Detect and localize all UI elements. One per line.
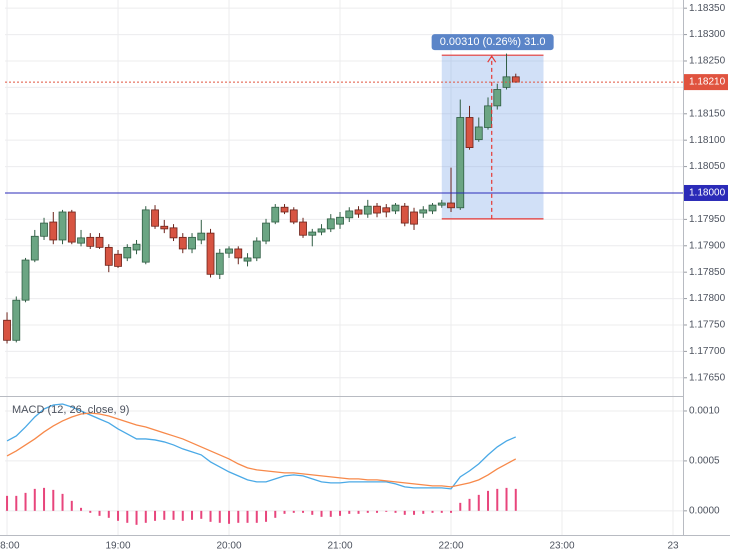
candle-body [326,218,335,230]
measure-label: 0.00310 (0.26%) 31.0 [440,36,546,48]
x-tick-label: 23:00 [549,541,574,552]
candle-body [197,232,206,241]
y-tick-label: 1.18150 [689,108,726,119]
x-tick-label: 21:00 [328,541,353,552]
candle-body [86,236,95,247]
measure-label-box [431,34,554,51]
candle-body [49,221,58,241]
candle-body [299,221,307,236]
candle-body [437,202,446,206]
candle-body [419,209,428,214]
candle-body [160,225,169,230]
candle-body [493,89,502,107]
candle-body [243,257,252,262]
candle-body [3,319,11,341]
candle-body [410,211,418,225]
x-tick-label: 19:00 [106,541,131,552]
candle-body [280,206,289,213]
candle-body [363,205,372,215]
candle-body [215,252,224,275]
x-tick-label: 18:00 [0,541,20,552]
candle-body [382,207,391,213]
candle-body [77,237,85,244]
y-tick-label: 1.17750 [689,320,726,331]
y-tick-label: 0.0010 [689,406,720,417]
candle-body [373,205,381,214]
x-tick-label: 22:00 [439,541,464,552]
y-tick-label: 1.17850 [689,267,726,278]
candle-body [308,231,317,236]
y-tick-label: 1.18300 [689,29,726,40]
candle-body [178,236,187,250]
macd-line [6,403,517,490]
candle-body [252,240,261,259]
last-price-line-label-box [684,74,728,91]
y-tick-label: 0.0000 [689,505,720,516]
y-tick-label: 1.17800 [689,293,726,304]
y-tick-label: 1.18350 [689,3,726,14]
candle-body [262,222,270,242]
y-tick-label: 1.17650 [689,372,726,383]
candle-body [30,235,39,261]
horizontal-line-label: 1.18000 [689,188,726,199]
x-tick-label: 23 [667,541,679,552]
y-tick-label: 1.17950 [689,214,726,225]
candle-body [58,211,67,241]
candle-body [400,205,409,224]
candle-body [484,105,492,128]
candle-body [114,253,122,267]
candle-body [234,248,243,259]
candle-body [465,117,474,148]
y-tick-label: 1.17900 [689,240,726,251]
x-tick-label: 20:00 [217,541,242,552]
candle-body [336,216,344,225]
candle-body [225,248,233,254]
candle-body [271,206,280,223]
candle-body [391,204,400,212]
macd-line [6,412,517,488]
candle-body [511,76,520,83]
candle-body [123,246,132,259]
candle-body [345,210,354,219]
candle-body [169,227,178,239]
horizontal-line-label-box [684,184,728,201]
candle-body [206,232,215,275]
candle-body [21,259,30,301]
candle-body [132,243,141,251]
candle-body [151,209,159,227]
candle-body [354,209,363,215]
candle-body [289,209,298,223]
y-tick-label: 1.17700 [689,346,726,357]
candle-body [40,222,48,237]
candle-body [188,236,196,250]
last-price-line-label: 1.18210 [689,77,726,88]
y-tick-label: 0.0005 [689,456,720,467]
candle-body [141,209,150,263]
indicator-title: MACD (12, 26, close, 9) [12,404,129,416]
measure-arrowhead [487,55,497,63]
candle-body [67,211,76,243]
y-tick-label: 1.18100 [689,135,726,146]
candle-body [447,202,455,209]
candle-body [317,228,326,233]
candle-body [95,236,104,248]
candle-body [474,126,483,141]
candle-body [456,117,465,209]
y-tick-label: 1.18250 [689,56,726,67]
candle-body [104,246,113,266]
candle-body [428,204,437,212]
candle-body [12,299,21,341]
y-tick-label: 1.18050 [689,161,726,172]
